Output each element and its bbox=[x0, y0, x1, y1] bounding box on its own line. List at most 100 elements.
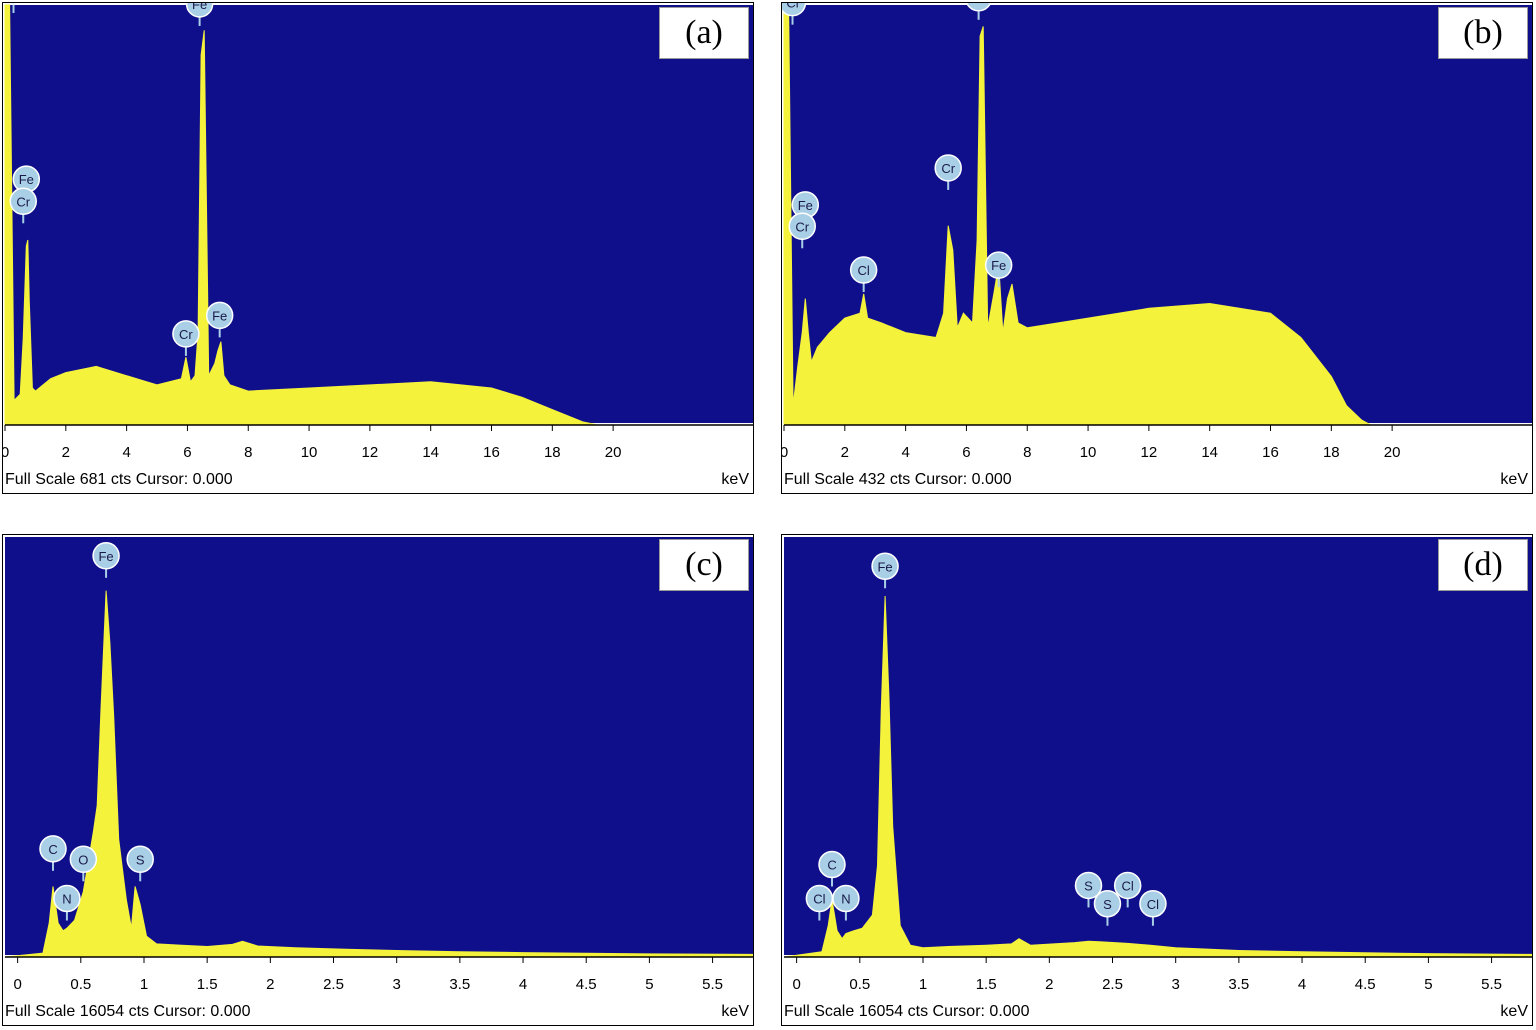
x-tick-label: 0.5 bbox=[849, 976, 870, 993]
peak-element-text: Fe bbox=[991, 258, 1006, 273]
peak-label-s: S bbox=[126, 845, 154, 882]
peak-element-text: Cl bbox=[1147, 897, 1159, 912]
peak-label-c: C bbox=[39, 835, 67, 871]
spectrum-panel-c: 0 0.5 1 1.5 2 2.5 3 3.5 4 4.5 5 5.5 C N O Fe S (c) Full … bbox=[2, 534, 754, 1026]
x-tick-label: 1 bbox=[140, 976, 148, 993]
peak-label-circle bbox=[934, 154, 962, 182]
x-tick-label: 20 bbox=[1384, 444, 1401, 461]
x-tick-label: 4 bbox=[122, 444, 130, 461]
spectrum-plot-b: 02468101214161820CClFeCrClCrFeFe bbox=[782, 3, 1532, 461]
peak-label-circle bbox=[205, 301, 234, 330]
full-scale-readout-d: Full Scale 16054 cts Cursor: 0.000 bbox=[784, 1003, 1030, 1020]
panel-label-d: (d) bbox=[1438, 539, 1528, 591]
x-tick-label: 1.5 bbox=[976, 976, 997, 993]
peak-element-text: S bbox=[1084, 878, 1093, 893]
x-tick-label: 3 bbox=[1172, 976, 1180, 993]
spectrum-area bbox=[783, 595, 1532, 958]
x-tick-label: 18 bbox=[1323, 444, 1340, 461]
spectrum-panel-b: 02468101214161820CClFeCrClCrFeFe (b) Ful… bbox=[781, 2, 1533, 494]
x-tick-label: 16 bbox=[1262, 444, 1279, 461]
peak-label-circle bbox=[832, 884, 860, 913]
x-tick-label: 8 bbox=[1023, 444, 1031, 461]
axis-unit-d: keV bbox=[1500, 1003, 1528, 1020]
peak-label-circle bbox=[782, 3, 807, 17]
x-tick-label: 4.5 bbox=[576, 976, 597, 993]
spectrum-panel-a: 0 2 4 6 8 10 12 14 16 18 20 C Fe Cr Cr Fe Fe (a) Full Sc… bbox=[2, 2, 754, 494]
x-tick-label: 2 bbox=[62, 444, 70, 461]
peak-label-cl: Cl bbox=[849, 256, 878, 293]
peak-label-c: C bbox=[6, 3, 21, 13]
peak-label-circle bbox=[185, 3, 214, 18]
x-tick-label: 5.5 bbox=[702, 976, 723, 993]
peak-element-text: Cr bbox=[16, 194, 30, 209]
peak-element-text: Fe bbox=[192, 3, 207, 12]
peak-label-fe: Fe bbox=[791, 191, 820, 227]
x-tick-label: 1 bbox=[919, 976, 927, 993]
x-tick-label: 14 bbox=[422, 444, 439, 461]
plot-area bbox=[784, 537, 1532, 955]
plot-area bbox=[5, 5, 753, 423]
x-tick-label: 4 bbox=[519, 976, 527, 993]
x-tick-label: 6 bbox=[962, 444, 970, 461]
peak-label-fe: Fe bbox=[871, 552, 899, 589]
peak-label-cl: Cl bbox=[1139, 890, 1167, 926]
peak-label-fe: Fe bbox=[965, 3, 992, 20]
peak-label-circle bbox=[53, 884, 81, 913]
peak-element-text: N bbox=[62, 892, 71, 907]
x-tick-label: 10 bbox=[301, 444, 318, 461]
peak-label-circle bbox=[965, 3, 992, 12]
peak-label-circle bbox=[6, 3, 21, 5]
peak-element-text: Cl bbox=[813, 892, 825, 907]
axis-unit-b: keV bbox=[1500, 471, 1528, 488]
peak-label-cr: Cr bbox=[934, 154, 962, 190]
peak-label-s: S bbox=[1093, 890, 1122, 926]
peak-element-text: Cr bbox=[941, 161, 955, 176]
peak-label-circle bbox=[849, 256, 878, 284]
peak-element-text: Cr bbox=[795, 219, 809, 234]
peak-label-fe: Fe bbox=[92, 542, 120, 578]
panel-label-b: (b) bbox=[1438, 7, 1528, 59]
x-tick-label: 0.5 bbox=[70, 976, 91, 993]
peak-element-text: C bbox=[48, 842, 57, 857]
peak-label-circle bbox=[92, 542, 120, 570]
x-tick-label: 3 bbox=[393, 976, 401, 993]
peak-element-text: S bbox=[136, 852, 145, 867]
x-tick-label: 0 bbox=[13, 976, 21, 993]
peak-label-n: N bbox=[53, 884, 81, 921]
x-tick-label: 3.5 bbox=[449, 976, 470, 993]
peak-label-c: C bbox=[818, 850, 846, 887]
peak-element-text: Fe bbox=[212, 308, 227, 323]
spectrum-area bbox=[783, 4, 1532, 426]
x-tick-label: 6 bbox=[183, 444, 191, 461]
panel-label-a: (a) bbox=[659, 7, 749, 59]
full-scale-readout-b: Full Scale 432 cts Cursor: 0.000 bbox=[784, 471, 1012, 488]
x-tick-label: 12 bbox=[1141, 444, 1158, 461]
axis-unit-c: keV bbox=[721, 1003, 749, 1020]
peak-label-circle bbox=[172, 320, 200, 348]
peak-label-circle bbox=[1074, 871, 1103, 900]
x-tick-label: 2 bbox=[266, 976, 274, 993]
x-tick-label: 0 bbox=[792, 976, 800, 993]
panel-label-c: (c) bbox=[659, 539, 749, 591]
axis-unit-a: keV bbox=[721, 471, 749, 488]
peak-label-o: O bbox=[69, 845, 98, 882]
spectrum-plot-c: 0 0.5 1 1.5 2 2.5 3 3.5 4 4.5 5 5.5 C N O Fe S bbox=[4, 537, 753, 993]
peak-element-text: Fe bbox=[98, 549, 113, 564]
peak-element-text: Cl bbox=[858, 263, 870, 278]
x-tick-label: 4.5 bbox=[1355, 976, 1376, 993]
peak-label-circle bbox=[1093, 890, 1122, 918]
x-tick-label: 0 bbox=[3, 444, 9, 461]
peak-label-fe: Fe bbox=[185, 3, 214, 26]
peak-label-circle bbox=[39, 835, 67, 863]
peak-element-text: S bbox=[1103, 897, 1112, 912]
peak-element-text: N bbox=[841, 892, 850, 907]
peak-element-text: Cr bbox=[179, 327, 193, 342]
peak-label-circle bbox=[9, 187, 37, 216]
x-tick-label: 4 bbox=[901, 444, 909, 461]
spectrum-area bbox=[4, 590, 753, 958]
peak-label-circle bbox=[788, 212, 816, 241]
x-tick-label: 5.5 bbox=[1481, 976, 1502, 993]
peak-label-circle bbox=[69, 845, 98, 874]
peak-label-circle bbox=[871, 552, 899, 581]
peak-label-fe: Fe bbox=[205, 301, 234, 338]
